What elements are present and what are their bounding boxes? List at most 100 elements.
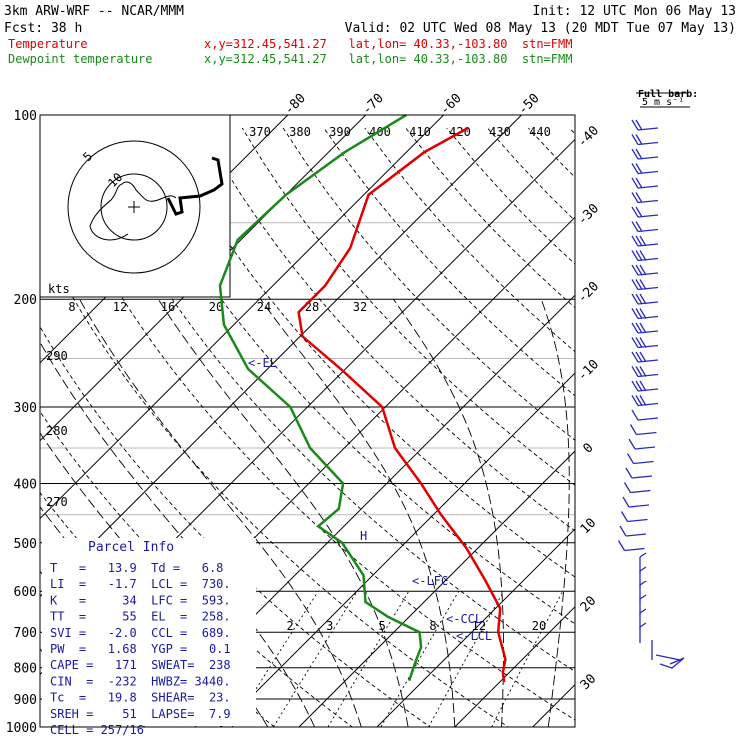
wind-barb [631, 351, 659, 363]
dry-adiabat [323, 127, 575, 397]
mixing-ratio-line [273, 590, 358, 727]
lfc-marker: <-LFC [412, 574, 448, 588]
parcel-info-row: SREH = 51 LAPSE= 7.9 [50, 707, 231, 721]
dry-adiabat [241, 127, 575, 486]
wind-barb [626, 453, 654, 465]
forecast-hour: Fcst: 38 h [4, 21, 82, 36]
barb-key-line2: 5 m s⁻¹ [642, 97, 684, 108]
wind-barbs [617, 119, 685, 669]
dry-adiabat [40, 325, 432, 727]
wind-barb [631, 235, 659, 247]
pressure-label: 300 [14, 401, 37, 416]
theta-e-label: 370 [249, 125, 271, 139]
mixing-ratio-label: 2 [286, 619, 293, 633]
wind-barb [631, 221, 659, 233]
moist-adiabat [540, 299, 570, 727]
mixing-ratio-line [491, 590, 564, 727]
parcel-info-title: Parcel Info [88, 540, 174, 555]
parcel-info-row: CIN = -232 HWBZ= 3440. [50, 674, 231, 688]
hodograph-units: kts [48, 282, 70, 296]
theta-label: 280 [46, 424, 68, 438]
pressure-label: 700 [14, 626, 37, 641]
wind-barb [619, 525, 647, 537]
speed-axis-label: 20 [209, 300, 223, 314]
dry-adiabat [610, 128, 740, 740]
hodograph-trace-bold [166, 156, 224, 216]
moist-adiabat [79, 298, 362, 727]
valid-time: Valid: 02 UTC Wed 08 May 13 (20 MDT Tue … [345, 21, 736, 36]
speed-axis-label: 32 [353, 300, 367, 314]
wind-barb [631, 119, 659, 131]
wind-barb [631, 264, 659, 276]
lcl-marker: <-LCL [456, 629, 492, 643]
wind-barb [631, 308, 659, 320]
temperature-line [297, 126, 507, 683]
pressure-label: 1000 [6, 721, 37, 736]
wind-barb [631, 293, 659, 305]
legend-temperature-name: Temperature [8, 37, 87, 51]
model-title: 3km ARW-WRF -- NCAR/MMM [4, 4, 184, 19]
temperature-label: -40 [575, 123, 602, 150]
legend-dewpoint-name: Dewpoint temperature [8, 52, 153, 66]
dry-adiabat [119, 127, 575, 625]
temperature-label: 30 [578, 671, 600, 693]
speed-axis-label: 8 [68, 300, 75, 314]
wind-barb [625, 467, 653, 479]
wind-barb [631, 322, 659, 334]
plot-frame [39, 114, 576, 728]
wind-barb [631, 279, 659, 291]
dry-adiabat [200, 127, 575, 532]
parcel-info-background [42, 538, 256, 726]
hodograph-trace-thin [89, 181, 177, 241]
mixing-ratio-line [380, 590, 460, 727]
isotherm [689, 115, 740, 727]
dry-adiabat [528, 127, 575, 178]
parcel-info-row: K = 34 LFC = 593. [50, 593, 231, 607]
mixing-ratio-label: 20 [532, 619, 546, 633]
dry-adiabat [40, 234, 510, 727]
isotherm [298, 450, 575, 727]
parcel-info-row: T = 13.9 Td = 6.8 [50, 561, 223, 575]
temperature-label: -20 [575, 279, 602, 306]
speed-axis-label: 12 [113, 300, 127, 314]
wind-barb [622, 496, 650, 508]
temperature-label: -30 [575, 201, 602, 228]
temperature-label: -50 [515, 91, 542, 118]
pressure-label: 200 [14, 293, 37, 308]
init-time: Init: 12 UTC Mon 06 May 13 [533, 4, 737, 19]
dewpoint-line [218, 113, 423, 682]
isotherm [40, 115, 522, 598]
temperature-label: -10 [575, 357, 602, 384]
h-marker: H [360, 529, 367, 543]
parcel-info-row: CAPE = 171 SWEAT= 238 [50, 658, 231, 672]
el-marker: <-EL [248, 356, 277, 370]
parcel-info-row: TT = 55 EL = 258. [50, 610, 231, 624]
parcel-info-row: CELL = 257/16 [50, 723, 144, 737]
temperature-label: -80 [282, 91, 309, 118]
pressure-label: 800 [14, 662, 37, 677]
dry-adiabat [568, 127, 575, 135]
parcel-info-row: SVI = -2.0 CCL = 689. [50, 626, 231, 640]
isotherm [454, 606, 575, 727]
theta-label: 270 [46, 495, 68, 509]
theta-labels: 270 280 290 [46, 349, 68, 509]
wind-barb [631, 366, 659, 378]
hodograph-ring-outer [67, 140, 201, 274]
mixing-ratio-labels: 2 3 5 8 12 20 [286, 619, 546, 633]
wind-barb [631, 192, 659, 204]
theta-e-label: 390 [329, 125, 351, 139]
ccl-marker: <-CCL [446, 612, 482, 626]
wind-barb [631, 380, 659, 392]
wind-barb [631, 134, 659, 146]
hodograph-frame [39, 114, 231, 298]
theta-e-label: 410 [409, 125, 431, 139]
wind-barb [629, 424, 657, 436]
pressure-label: 600 [14, 585, 37, 600]
mixing-ratio-label: 3 [326, 619, 333, 633]
mixing-ratio-label: 5 [379, 619, 386, 633]
barb-key-line1: Full barb: [638, 89, 698, 100]
wind-barb [631, 250, 659, 262]
parcel-info-row: PW = 1.68 YGP = 0.1 [50, 642, 231, 656]
wind-barb [617, 540, 645, 552]
